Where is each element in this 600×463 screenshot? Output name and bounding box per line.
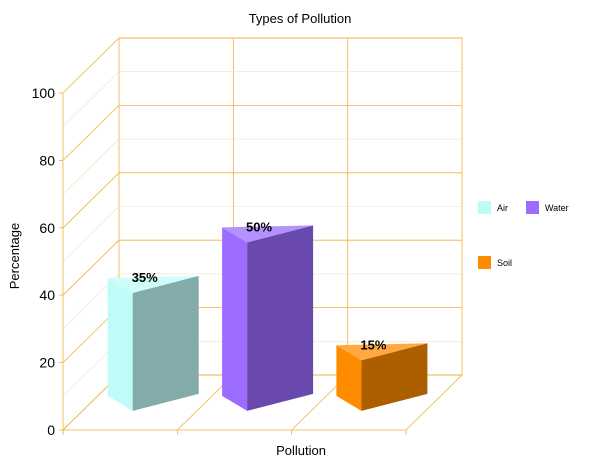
y-axis-title: Percentage (7, 223, 22, 290)
chart-title: Types of Pollution (249, 11, 352, 26)
left-wall-minor-line (62, 138, 120, 195)
x-axis-title: Pollution (276, 443, 326, 458)
bar-side-face (132, 275, 199, 411)
bar-side-face (361, 343, 428, 411)
bar-top-face (107, 275, 199, 293)
y-tick-label: 60 (39, 220, 55, 236)
legend-label: Soil (497, 258, 512, 268)
left-wall-grid-line (62, 239, 120, 296)
y-tick-label: 0 (47, 422, 55, 438)
legend-swatch (478, 201, 491, 214)
left-wall-minor-line (62, 206, 120, 262)
y-tick-label: 40 (39, 287, 55, 303)
bar-side-face (247, 225, 314, 411)
bar-front-face (336, 345, 362, 411)
y-tick-label: 20 (39, 355, 55, 371)
left-wall-grid-line (62, 172, 120, 229)
left-wall-grid-line (62, 37, 120, 94)
bar-front-face (107, 277, 133, 411)
legend-item-soil: Soil (478, 256, 512, 269)
bars: 35% 50% 15% (107, 219, 428, 411)
legend-label: Water (545, 203, 569, 213)
data-label: 35% (132, 270, 158, 285)
legend: Air Water Soil (478, 201, 569, 269)
legend-item-water: Water (526, 201, 569, 214)
y-axis-ticks: 0 20 40 60 80 100 (32, 85, 63, 438)
bar-top-face (222, 225, 314, 243)
legend-swatch (526, 201, 539, 214)
data-label: 15% (360, 337, 386, 352)
legend-swatch (478, 256, 491, 269)
bar-front-face (222, 227, 248, 411)
bar-air: 35% (107, 270, 199, 411)
left-wall-minor-line (62, 71, 120, 127)
y-tick-label: 100 (32, 85, 56, 101)
legend-label: Air (497, 203, 508, 213)
legend-item-air: Air (478, 201, 508, 214)
bar-top-face (336, 343, 428, 361)
bar-water: 50% (222, 219, 314, 411)
data-label: 50% (246, 219, 272, 234)
bar-soil: 15% (336, 337, 428, 411)
left-wall-grid-line (62, 105, 120, 161)
y-tick-label: 80 (39, 152, 55, 168)
